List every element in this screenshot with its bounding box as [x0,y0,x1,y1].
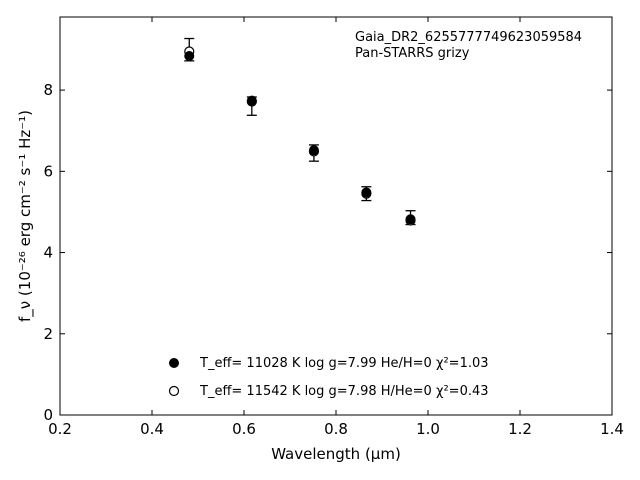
model-point-filled [361,187,372,198]
tick-group: 0.2 0.4 0.6 0.8 1.0 1.2 1.4 0 2 4 6 8 [43,17,624,438]
model-point-filled [405,214,416,225]
y-tick-label: 0 [43,406,53,424]
marker-group [184,46,416,226]
y-tick-label: 2 [43,325,53,343]
legend-marker-filled [169,358,179,368]
x-axis-label: Wavelength (μm) [271,445,401,463]
x-tick-label: 0.6 [232,420,256,438]
annotation-source-id: Gaia_DR2_6255777749623059584 [355,30,582,45]
y-axis-label: f_ν (10⁻²⁶ erg cm⁻² s⁻¹ Hz⁻¹) [16,110,35,322]
legend-entry-1: T_eff= 11028 K log g=7.99 He/H=0 χ²=1.03 [199,356,489,371]
legend-entry-2: T_eff= 11542 K log g=7.98 H/He=0 χ²=0.43 [199,384,489,399]
annotation-survey: Pan-STARRS grizy [355,46,470,61]
y-tick-label: 6 [43,162,53,180]
x-tick-label: 1.0 [416,420,440,438]
model-point-filled [246,95,257,106]
x-tick-label: 0.8 [324,420,348,438]
y-tick-label: 4 [43,244,53,262]
x-tick-label: 0.4 [140,420,164,438]
legend: T_eff= 11028 K log g=7.99 He/H=0 χ²=1.03… [168,356,489,399]
legend-marker-open [168,385,180,397]
errorbar-group [184,37,416,226]
model-point-filled [184,50,195,61]
x-tick-label: 1.2 [508,420,532,438]
model-point-filled [308,145,319,156]
x-tick-label: 0.2 [48,420,72,438]
x-tick-label: 1.4 [600,420,624,438]
y-tick-label: 8 [43,81,53,99]
